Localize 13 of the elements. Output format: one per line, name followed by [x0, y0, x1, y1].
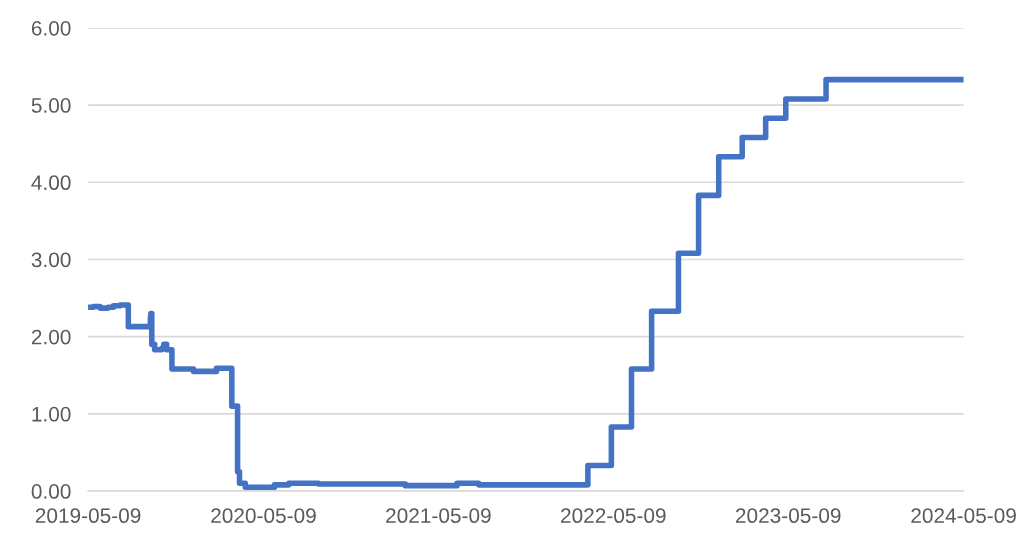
y-tick-label: 2.00 [31, 329, 71, 345]
y-tick-label: 3.00 [31, 252, 71, 268]
y-tick-label: 5.00 [31, 98, 71, 113]
x-tick-label: 2022-05-09 [561, 508, 666, 524]
x-tick-label: 2020-05-09 [211, 508, 316, 524]
x-tick-label: 2021-05-09 [386, 508, 491, 524]
y-tick-label: 1.00 [32, 406, 71, 422]
y-tick-label: 6.00 [31, 20, 71, 36]
x-tick-label: 2024-05-09 [911, 508, 1016, 524]
x-tick-label: 2019-05-09 [35, 508, 141, 524]
y-tick-label: 0.00 [31, 484, 71, 499]
y-tick-label: 4.00 [31, 175, 71, 191]
x-tick-label: 2023-05-09 [735, 508, 841, 524]
